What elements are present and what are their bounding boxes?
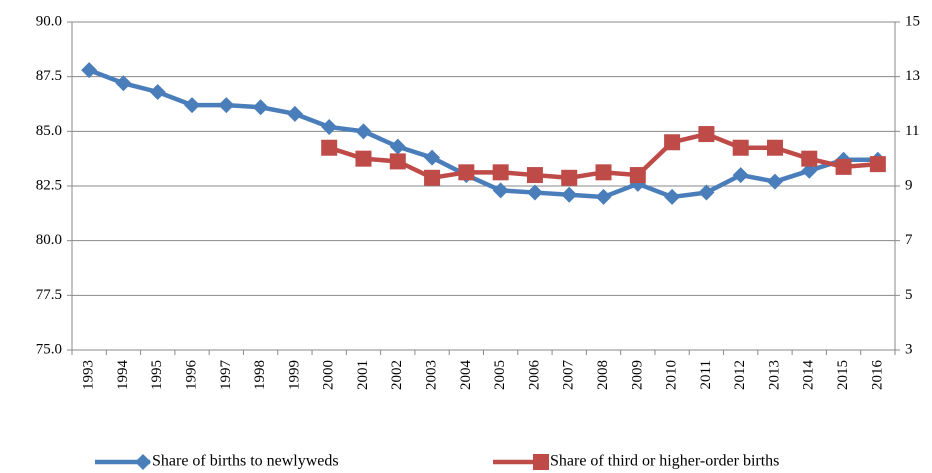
x-tick-label: 2001: [355, 360, 371, 390]
data-point: [629, 167, 646, 184]
data-point: [595, 188, 612, 205]
data-point: [526, 184, 543, 201]
data-point: [81, 62, 98, 79]
data-point: [115, 75, 132, 92]
data-point: [732, 167, 749, 184]
y2-tick-label: 13: [905, 68, 920, 84]
legend-label: Share of births to newlyweds: [152, 453, 339, 470]
x-tick-label: 2007: [561, 360, 577, 391]
data-point: [218, 97, 235, 114]
x-tick-label: 2014: [801, 360, 817, 391]
data-point: [698, 126, 715, 143]
x-tick-label: 2010: [664, 360, 680, 390]
data-point: [355, 123, 372, 140]
x-tick-label: 1998: [252, 360, 268, 390]
x-tick-label: 2011: [698, 360, 714, 389]
x-tick-label: 1993: [81, 360, 97, 390]
data-point: [801, 150, 818, 167]
y-tick-label: 80.0: [36, 232, 62, 248]
data-point: [321, 118, 338, 135]
data-point: [698, 184, 715, 201]
x-tick-label: 2006: [526, 360, 542, 391]
y2-tick-label: 5: [905, 287, 913, 303]
data-point: [561, 186, 578, 203]
data-point: [869, 156, 886, 173]
data-point: [389, 153, 406, 170]
data-point: [801, 162, 818, 179]
data-point: [184, 97, 201, 114]
x-tick-label: 1999: [286, 360, 302, 390]
data-point: [321, 139, 338, 156]
y-tick-label: 75.0: [36, 341, 62, 357]
y2-tick-label: 11: [905, 123, 919, 139]
x-tick-label: 1997: [218, 360, 234, 391]
y2-tick-label: 9: [905, 177, 913, 193]
y-tick-label: 82.5: [36, 177, 62, 193]
data-point: [492, 182, 509, 199]
data-point: [766, 139, 783, 156]
legend-label: Share of third or higher-order births: [550, 453, 779, 470]
data-point: [458, 164, 475, 181]
data-point: [492, 164, 509, 181]
x-tick-label: 2016: [869, 360, 885, 391]
y-tick-label: 85.0: [36, 123, 62, 139]
x-tick-label: 1995: [149, 360, 165, 390]
data-point: [526, 167, 543, 184]
data-point: [664, 188, 681, 205]
x-tick-label: 2002: [389, 360, 405, 390]
x-tick-label: 1996: [183, 360, 199, 391]
data-point: [766, 173, 783, 190]
legend-marker: [135, 454, 151, 470]
data-point: [424, 149, 441, 166]
legend-marker: [533, 454, 549, 470]
data-point: [286, 105, 303, 122]
data-point: [355, 150, 372, 167]
y-tick-label: 77.5: [36, 287, 62, 303]
x-tick-label: 2003: [424, 360, 440, 390]
data-point: [252, 99, 269, 116]
x-tick-label: 2015: [835, 360, 851, 390]
data-point: [732, 139, 749, 156]
y2-tick-label: 7: [905, 232, 913, 248]
y2-tick-label: 3: [905, 341, 913, 357]
x-tick-label: 2004: [458, 360, 474, 391]
series-line: [88, 68, 878, 200]
data-point: [424, 169, 441, 186]
x-tick-label: 1994: [115, 360, 131, 391]
y-tick-label: 90.0: [36, 13, 62, 29]
x-tick-label: 2000: [321, 360, 337, 390]
x-tick-label: 2012: [732, 360, 748, 390]
x-tick-label: 2005: [492, 360, 508, 390]
x-tick-label: 2013: [766, 360, 782, 390]
x-tick-label: 2009: [629, 360, 645, 390]
data-point: [149, 83, 166, 100]
data-point: [835, 158, 852, 175]
y-tick-label: 87.5: [36, 68, 62, 84]
data-point: [664, 134, 681, 151]
data-point: [595, 164, 612, 181]
x-tick-label: 2008: [595, 360, 611, 390]
data-point: [389, 138, 406, 155]
y2-tick-label: 15: [905, 13, 920, 29]
data-point: [561, 169, 578, 186]
